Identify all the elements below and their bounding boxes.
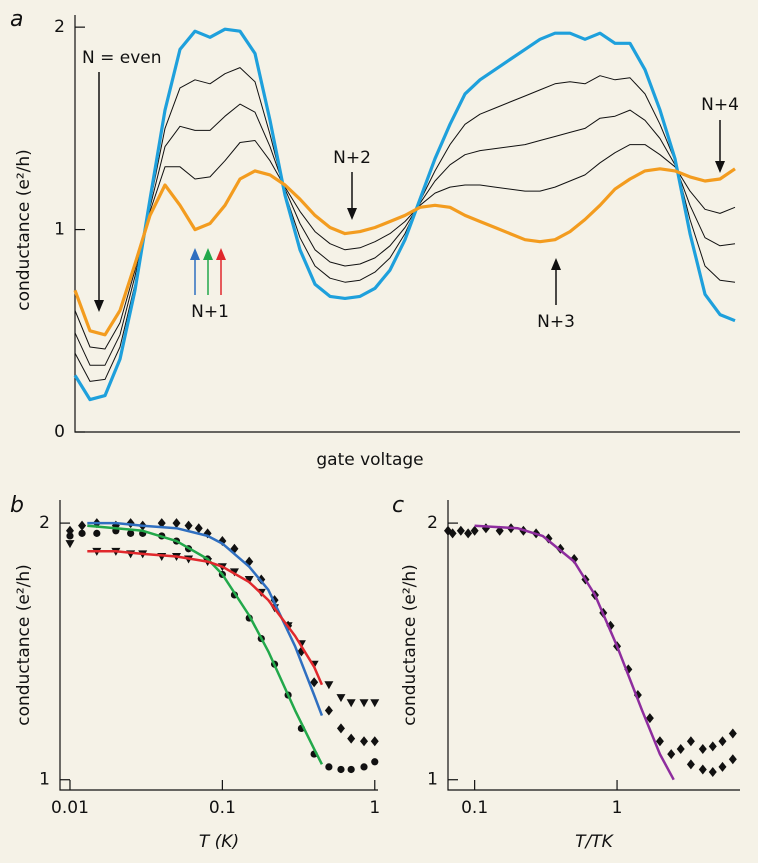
data-point (310, 677, 319, 688)
data-point (324, 681, 334, 690)
data-point (66, 532, 74, 540)
data-point (708, 767, 717, 778)
y-tick-label: 0 (54, 422, 65, 442)
data-point (464, 528, 473, 539)
y-axis-label: conductance (e²/h) (14, 149, 34, 311)
data-point (718, 761, 727, 772)
y-tick-label: 1 (427, 770, 438, 790)
data-point (645, 713, 654, 724)
arrows (94, 72, 725, 312)
y-tick-label: 2 (427, 513, 438, 533)
x-axis-label: gate voltage (316, 450, 423, 470)
data-point (347, 733, 356, 744)
data-point (244, 576, 254, 585)
data-point (336, 694, 346, 703)
x-tick-label: 0.01 (51, 798, 89, 818)
data-point (698, 743, 707, 754)
annotation: N = even (82, 48, 162, 68)
data-point (718, 736, 727, 747)
curve (74, 103, 736, 366)
data-point (78, 529, 86, 537)
curve (73, 27, 736, 402)
curve (87, 524, 324, 765)
curve (474, 524, 675, 781)
curve (73, 167, 736, 337)
annotations: N = even N+1 N+2 N+3 N+4 (82, 48, 739, 332)
data-point (470, 525, 479, 536)
axis-line (59, 500, 378, 791)
x-tick-label: 1 (369, 798, 380, 818)
y-axis-label: conductance (e²/h) (400, 564, 420, 726)
y-axis-label: conductance (e²/h) (14, 564, 34, 726)
curve (74, 67, 736, 382)
data-point (325, 763, 333, 771)
x-tick-label: 0.1 (209, 798, 236, 818)
data-point (686, 736, 695, 747)
curve (87, 521, 324, 717)
data-point (347, 765, 355, 774)
x-tick-label: 1 (612, 798, 623, 818)
data-point (655, 736, 664, 747)
data-point (481, 523, 490, 534)
data-point (698, 764, 707, 775)
data-point (728, 728, 737, 739)
data-point (371, 758, 379, 766)
data-point (346, 699, 356, 708)
data-point (676, 743, 685, 754)
data-point (157, 518, 166, 529)
data-point (708, 741, 717, 752)
data-point (360, 736, 369, 747)
x-axis-label: T/TK (575, 832, 614, 852)
data-point (686, 759, 695, 770)
data-point (370, 736, 379, 747)
panel-label: c (392, 493, 404, 518)
annotation: N+3 (537, 312, 575, 332)
annotation: N+2 (333, 148, 371, 168)
y-tick-label: 1 (39, 770, 50, 790)
data-point (172, 518, 181, 529)
x-axis-label: T (K) (199, 832, 239, 852)
curve (87, 550, 324, 686)
panel-label: a (10, 7, 23, 32)
data-point (370, 699, 380, 708)
data-point (127, 529, 135, 537)
data-point (324, 705, 333, 716)
data-point (336, 723, 345, 734)
axis-line (447, 500, 740, 791)
data-point (78, 520, 87, 531)
panel-label: b (10, 493, 24, 518)
data-point (448, 528, 457, 539)
data-point (667, 749, 676, 760)
data-point (194, 523, 203, 534)
annotation: N+4 (701, 95, 739, 115)
data-point (360, 763, 368, 771)
data-point (456, 525, 465, 536)
y-tick-label: 2 (54, 17, 65, 37)
y-tick-label: 2 (39, 513, 50, 533)
data-point (65, 540, 75, 549)
annotation: N+1 (191, 302, 229, 322)
data-point (337, 765, 345, 774)
data-point (93, 529, 101, 537)
data-point (184, 520, 193, 531)
data-point (359, 699, 369, 708)
x-tick-label: 0.1 (461, 798, 488, 818)
curve (74, 140, 736, 350)
y-tick-label: 1 (54, 220, 65, 240)
data-point (728, 754, 737, 765)
